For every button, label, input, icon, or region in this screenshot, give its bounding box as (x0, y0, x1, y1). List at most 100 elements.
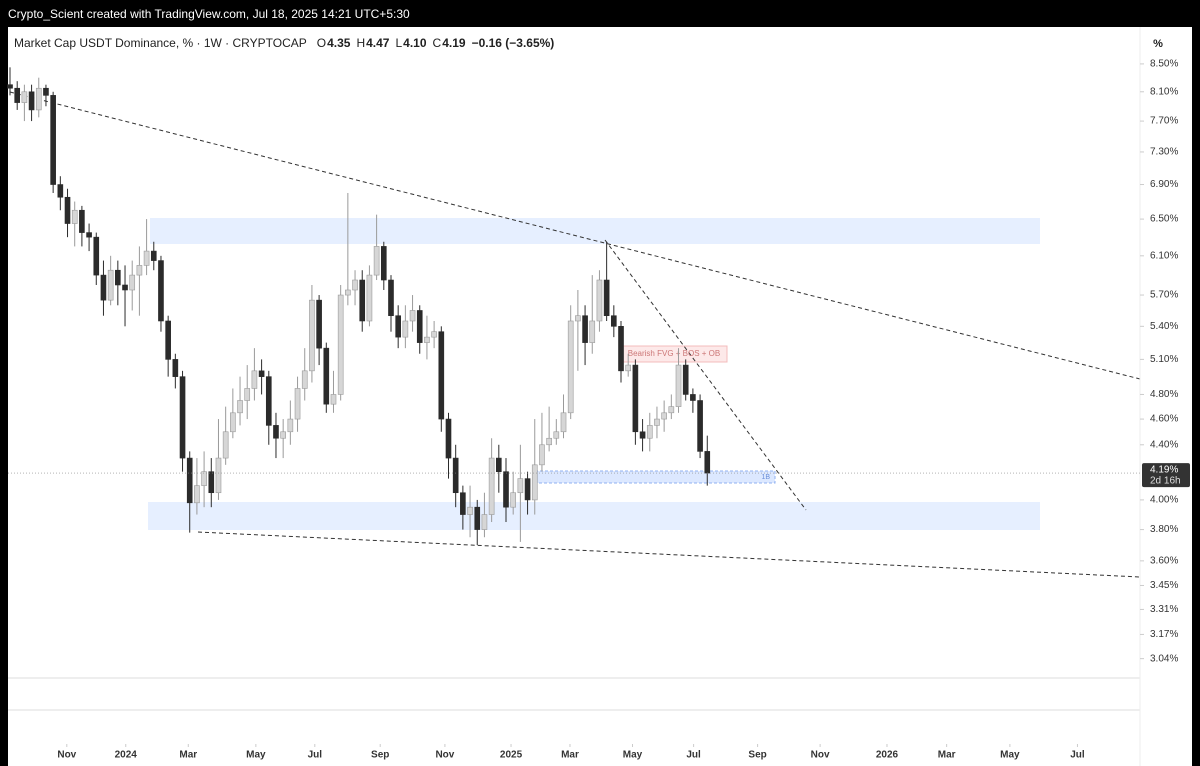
candle-body (603, 279, 610, 317)
candle-body (230, 412, 236, 433)
candle-body (86, 232, 92, 238)
candle-body (409, 310, 416, 322)
x-tick-label: May (246, 750, 266, 761)
candle-body (280, 431, 286, 439)
y-tick-label: 7.30% (1150, 147, 1178, 158)
candle-body (265, 376, 272, 426)
demand-zone (148, 502, 1040, 530)
candle-body (582, 315, 588, 343)
countdown: 2d 16h (1150, 476, 1181, 487)
x-tick-label: Nov (435, 750, 454, 761)
candle-body (64, 196, 71, 224)
candle-body (704, 451, 711, 474)
x-tick-label: Mar (561, 750, 579, 761)
candle-body (495, 457, 502, 472)
candle-body (388, 279, 394, 317)
legend-key: C (433, 36, 442, 50)
candle-body (43, 87, 49, 96)
candle-body (690, 394, 696, 401)
candle-body (596, 279, 603, 322)
candle-body (28, 91, 35, 111)
x-tick-label: Jul (686, 750, 701, 761)
candle-body (57, 184, 64, 198)
candle-body (675, 364, 682, 407)
candle-body (244, 388, 251, 401)
candle-body (661, 412, 667, 420)
candle-body (294, 388, 301, 420)
candle-body (330, 394, 337, 405)
y-tick-label: 8.50% (1150, 59, 1178, 70)
candle-body (467, 506, 473, 515)
candle-body (481, 514, 488, 530)
candle-body (697, 400, 703, 452)
candle-body (395, 315, 401, 338)
candle-body (208, 471, 215, 494)
banner: Crypto_Scient created with TradingView.c… (8, 7, 410, 21)
zone-label: 1B (761, 474, 770, 481)
x-tick-label: 2024 (115, 750, 138, 761)
candle-body (122, 284, 128, 291)
candle-body (129, 274, 136, 291)
candle-body (258, 370, 265, 377)
candle-body (474, 506, 481, 530)
candle-body (438, 331, 445, 420)
candle-body (316, 299, 322, 349)
candle-body (366, 274, 373, 322)
candle-body (668, 406, 675, 414)
y-tick-label: 8.10% (1150, 86, 1178, 97)
drawings: Bearish FVG + BOS + OB 1B (9, 91, 1141, 578)
candle-body (251, 370, 258, 389)
candle-body (21, 91, 28, 103)
candle-body (503, 471, 509, 508)
candle-body (7, 84, 13, 89)
y-tick-label: 6.50% (1150, 214, 1178, 225)
candle-body (682, 364, 689, 395)
trend-line (197, 531, 1141, 578)
legend-title: Market Cap USDT Dominance, % · 1W · CRYP… (14, 36, 307, 50)
candle-body (431, 331, 437, 338)
candle-body (445, 418, 452, 459)
legend-value: 4.35 (327, 36, 351, 50)
y-tick-label: 5.40% (1150, 321, 1178, 332)
y-tick-label: 6.10% (1150, 250, 1178, 261)
candle-body (345, 289, 351, 296)
candle-body (172, 359, 179, 377)
legend-ohlc: O 4.35 H 4.47 L 4.10 C 4.19 −0.16 (−3.65%) (317, 36, 555, 50)
candle-body (136, 265, 143, 276)
candle-body (165, 320, 171, 360)
candle-body (632, 364, 639, 433)
candle-body (488, 457, 495, 515)
candle-body (215, 457, 222, 494)
y-tick-label: 3.04% (1150, 653, 1178, 664)
candle-body (460, 492, 466, 515)
x-tick-label: Mar (179, 750, 197, 761)
candle-body (150, 250, 157, 261)
current-price: 4.19% (1150, 465, 1178, 476)
candle-body (524, 478, 531, 501)
x-tick-label: Mar (938, 750, 956, 761)
y-tick-label: 5.70% (1150, 290, 1178, 301)
candle-body (186, 457, 193, 504)
candle-body (93, 236, 100, 276)
candle-body (380, 246, 387, 281)
candle-body (71, 209, 78, 224)
candle-body (107, 269, 114, 301)
x-tick-label: May (623, 750, 643, 761)
candle-body (510, 492, 517, 508)
candle-body (352, 279, 358, 291)
candle-body (589, 320, 596, 343)
candle-body (309, 299, 315, 372)
candle-body (237, 400, 243, 414)
candle-body (158, 260, 164, 322)
candle-body (402, 320, 409, 338)
candle-body (194, 485, 200, 504)
supply-zone (150, 218, 1040, 244)
x-tick-label: 2026 (876, 750, 899, 761)
annotation: Bearish FVG + BOS + OB (628, 349, 720, 358)
candle-body (100, 274, 107, 301)
legend-key: L (395, 36, 402, 50)
y-tick-label: 7.70% (1150, 116, 1178, 127)
x-tick-label: Sep (371, 750, 389, 761)
legend-value: 4.10 (403, 36, 427, 50)
